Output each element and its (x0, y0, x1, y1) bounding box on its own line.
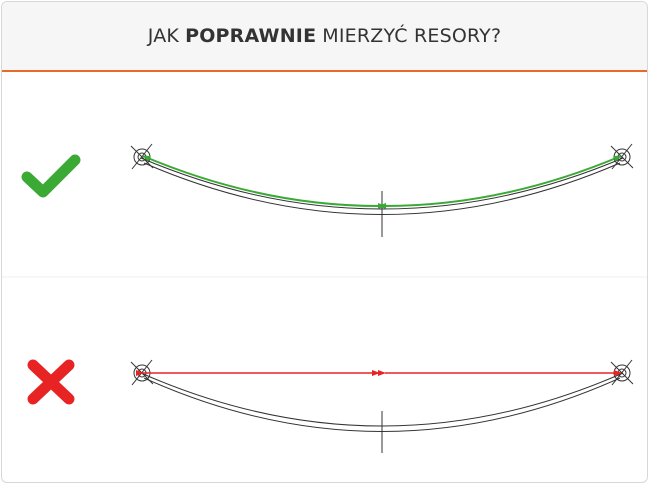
cross-icon (27, 359, 75, 405)
measure-arrow (142, 155, 387, 210)
title-emphasis: POPRAWNIE (185, 25, 317, 47)
eye (130, 143, 634, 170)
title-text: JAK (147, 25, 180, 47)
eye (130, 359, 634, 386)
title-text: MIERZYĆ RESORY? (322, 25, 502, 47)
diagram (2, 143, 647, 453)
header: JAK POPRAWNIE MIERZYĆ RESORY? (2, 2, 647, 72)
wrong-panel (27, 359, 634, 453)
measure-arrow (377, 155, 622, 210)
correct-panel (21, 143, 634, 237)
check-icon (21, 154, 81, 198)
